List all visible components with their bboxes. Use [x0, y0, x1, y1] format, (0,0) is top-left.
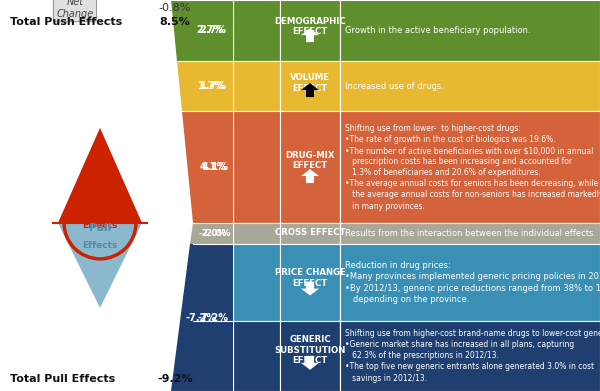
- Text: Pull: Pull: [89, 223, 111, 233]
- Polygon shape: [301, 83, 319, 97]
- Text: GENERIC
SUBSTITUTION
EFFECT: GENERIC SUBSTITUTION EFFECT: [274, 335, 346, 365]
- Text: Shifting use from higher-cost brand-name drugs to lower-cost generics:
•Generic : Shifting use from higher-cost brand-name…: [345, 329, 600, 382]
- Text: 2.7%: 2.7%: [196, 25, 223, 35]
- Polygon shape: [233, 223, 280, 244]
- Text: 8.5%: 8.5%: [160, 17, 190, 27]
- Polygon shape: [233, 321, 280, 391]
- Text: Total Pull Effects: Total Pull Effects: [10, 374, 115, 384]
- Text: -0.8%: -0.8%: [159, 3, 191, 13]
- Text: -2.0%: -2.0%: [199, 229, 227, 238]
- Text: Results from the interaction between the individual effects.: Results from the interaction between the…: [345, 229, 596, 238]
- Bar: [280, 111, 340, 223]
- Text: -7.2%: -7.2%: [185, 313, 217, 323]
- Text: DEMOGRAPHIC
EFFECT: DEMOGRAPHIC EFFECT: [274, 17, 346, 36]
- Text: VOLUME
EFFECT: VOLUME EFFECT: [290, 73, 330, 93]
- Bar: [280, 223, 340, 244]
- Polygon shape: [301, 28, 319, 42]
- Text: 4.1%: 4.1%: [199, 162, 227, 172]
- Polygon shape: [301, 282, 319, 296]
- Polygon shape: [301, 169, 319, 183]
- Text: Growth in the active beneficiary population.: Growth in the active beneficiary populat…: [345, 26, 530, 35]
- Bar: [340, 244, 600, 321]
- Polygon shape: [180, 244, 233, 321]
- Text: Effects: Effects: [82, 221, 118, 230]
- Bar: [280, 244, 340, 321]
- Bar: [280, 321, 340, 391]
- Text: 1.7%: 1.7%: [198, 81, 225, 91]
- Text: Increased use of drugs.: Increased use of drugs.: [345, 81, 444, 91]
- Bar: [193, 0, 233, 61]
- Polygon shape: [233, 111, 280, 223]
- Text: Effects: Effects: [82, 241, 118, 250]
- Bar: [193, 223, 233, 244]
- Polygon shape: [233, 61, 280, 111]
- Polygon shape: [301, 356, 319, 370]
- Text: -2.0%: -2.0%: [202, 229, 230, 238]
- Bar: [340, 321, 600, 391]
- Polygon shape: [171, 321, 233, 391]
- Bar: [340, 111, 600, 223]
- Bar: [193, 244, 233, 391]
- Polygon shape: [190, 223, 233, 244]
- Bar: [340, 223, 600, 244]
- Bar: [340, 0, 600, 61]
- Text: 1.7%: 1.7%: [199, 81, 227, 91]
- Bar: [193, 61, 233, 111]
- Polygon shape: [58, 128, 142, 223]
- Polygon shape: [182, 111, 233, 223]
- Bar: [340, 61, 600, 111]
- Text: Total Push Effects: Total Push Effects: [10, 17, 122, 27]
- Text: 2.7%: 2.7%: [199, 25, 227, 35]
- Text: Push: Push: [86, 203, 114, 213]
- Text: DRUG-MIX
EFFECT: DRUG-MIX EFFECT: [285, 151, 335, 170]
- Bar: [0, 0, 193, 391]
- Text: -9.2%: -9.2%: [157, 374, 193, 384]
- Polygon shape: [233, 244, 280, 321]
- Text: Net
Change: Net Change: [56, 0, 94, 19]
- Text: Shifting use from lower-  to higher-cost drugs:
•The rate of growth in the cost : Shifting use from lower- to higher-cost …: [345, 124, 600, 210]
- Polygon shape: [171, 0, 233, 61]
- Text: Reduction in drug prices:
•Many provinces implemented generic pricing policies i: Reduction in drug prices: •Many province…: [345, 261, 600, 304]
- Polygon shape: [233, 0, 280, 61]
- Text: 4.1%: 4.1%: [202, 162, 229, 172]
- Polygon shape: [177, 61, 233, 111]
- Bar: [280, 61, 340, 111]
- Text: PRICE CHANGE
EFFECT: PRICE CHANGE EFFECT: [275, 268, 346, 288]
- Bar: [280, 0, 340, 61]
- Bar: [193, 111, 233, 223]
- Polygon shape: [58, 223, 142, 308]
- Text: CROSS EFFECT: CROSS EFFECT: [275, 228, 345, 237]
- Text: -7.2%: -7.2%: [197, 313, 229, 323]
